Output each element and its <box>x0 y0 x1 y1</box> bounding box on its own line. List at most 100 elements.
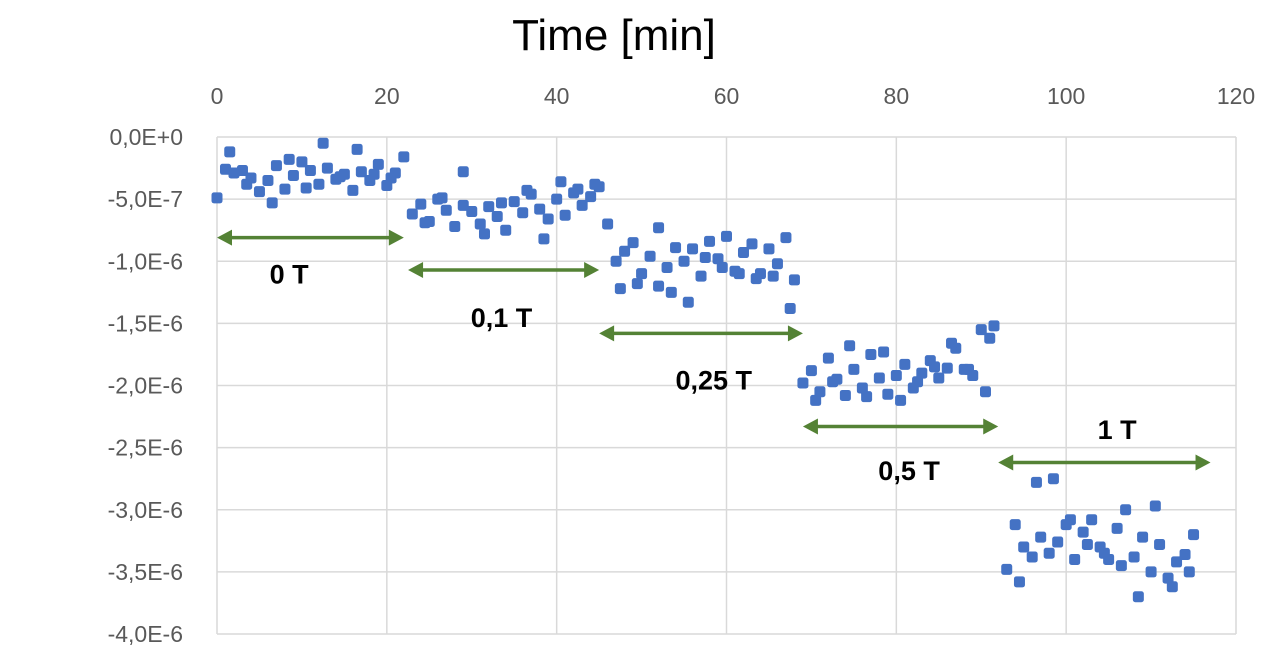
field-label: 0,5 T <box>878 456 940 486</box>
data-point <box>415 198 427 210</box>
field-range-arrow <box>599 325 803 342</box>
x-tick-label: 80 <box>884 83 910 109</box>
data-point <box>1179 548 1191 560</box>
data-point <box>534 203 546 215</box>
field-label: 1 T <box>1098 415 1138 445</box>
data-point <box>653 222 665 234</box>
data-point <box>368 168 380 180</box>
data-point <box>1154 539 1166 551</box>
data-point <box>827 376 839 388</box>
data-point <box>814 386 826 398</box>
x-tick-label: 120 <box>1217 83 1255 109</box>
field-annotations: 0 T 0,1 T 0,25 T 0,5 T 1 T <box>217 229 1211 486</box>
data-point <box>631 278 643 290</box>
data-point <box>665 286 677 298</box>
y-tick-label: -3,0E-6 <box>108 497 183 523</box>
data-point <box>890 370 902 382</box>
data-point <box>1086 514 1098 526</box>
chart-title: Time [min] <box>512 11 716 60</box>
data-point <box>780 232 792 244</box>
data-point <box>975 324 987 336</box>
data-point <box>457 166 469 178</box>
field-label: 0,25 T <box>675 365 752 395</box>
data-point <box>551 193 563 205</box>
data-point <box>355 166 367 178</box>
data-point <box>1026 551 1038 563</box>
data-point <box>627 237 639 249</box>
data-point <box>788 274 800 286</box>
data-point <box>687 243 699 255</box>
data-point <box>1064 514 1076 526</box>
data-point <box>419 217 431 229</box>
data-point <box>653 280 665 292</box>
data-point <box>313 178 325 190</box>
data-point <box>1183 566 1195 578</box>
data-point <box>474 218 486 230</box>
data-point <box>771 258 783 270</box>
data-point <box>279 183 291 195</box>
arrow-head-left <box>408 261 424 278</box>
data-point <box>602 218 614 230</box>
data-point <box>585 191 597 203</box>
data-point <box>848 363 860 375</box>
field-label: 0 T <box>270 260 310 290</box>
data-point <box>856 382 868 394</box>
data-point <box>270 160 282 172</box>
data-point <box>253 186 265 198</box>
data-point <box>1013 576 1025 588</box>
y-tick-labels: 0,0E+0 -5,0E-7 -1,0E-6 -1,5E-6 -2,0E-6 -2,5E-… <box>108 124 183 647</box>
data-point <box>1137 531 1149 543</box>
x-tick-labels: 0 20 40 60 80 100 120 <box>211 83 1256 109</box>
field-range-arrow <box>408 261 600 278</box>
arrow-head-right <box>1195 454 1211 471</box>
arrow-head-left <box>998 454 1014 471</box>
data-point <box>763 243 775 255</box>
data-point <box>1081 539 1093 551</box>
arrow-head-left <box>217 229 232 246</box>
arrow-head-right <box>584 261 600 278</box>
data-point <box>797 377 809 389</box>
x-tick-label: 60 <box>714 83 740 109</box>
data-point <box>321 162 333 174</box>
data-point <box>406 208 418 220</box>
data-point <box>495 197 507 209</box>
data-point <box>746 238 758 250</box>
data-point <box>678 255 690 267</box>
data-point <box>844 340 856 352</box>
data-point <box>1188 529 1200 541</box>
data-point <box>1018 541 1030 553</box>
data-point <box>300 182 312 194</box>
data-point <box>440 204 452 216</box>
data-point <box>1128 551 1140 563</box>
data-point <box>682 296 694 308</box>
data-point <box>478 228 490 240</box>
data-point <box>589 178 601 190</box>
y-tick-label: -2,5E-6 <box>108 435 183 461</box>
data-point <box>1145 566 1157 578</box>
data-point <box>916 367 928 379</box>
data-point <box>304 165 316 177</box>
arrow-head-right <box>388 229 404 246</box>
data-point <box>912 376 924 388</box>
data-point <box>895 394 907 406</box>
data-point <box>882 388 894 400</box>
x-tick-label: 40 <box>544 83 570 109</box>
data-point <box>822 352 834 364</box>
data-point <box>224 146 236 158</box>
data-point <box>296 156 308 168</box>
arrow-head-right <box>983 418 999 435</box>
data-point <box>979 386 991 398</box>
data-point <box>1009 519 1021 531</box>
data-point <box>610 255 622 267</box>
data-point <box>695 270 707 282</box>
arrow-head-left <box>599 325 615 342</box>
data-point <box>865 348 877 360</box>
data-point <box>878 346 890 358</box>
data-point <box>737 247 749 259</box>
data-point <box>241 178 253 190</box>
data-point <box>619 245 631 257</box>
data-point <box>1001 563 1013 575</box>
data-point <box>839 389 851 401</box>
data-point <box>933 372 945 384</box>
